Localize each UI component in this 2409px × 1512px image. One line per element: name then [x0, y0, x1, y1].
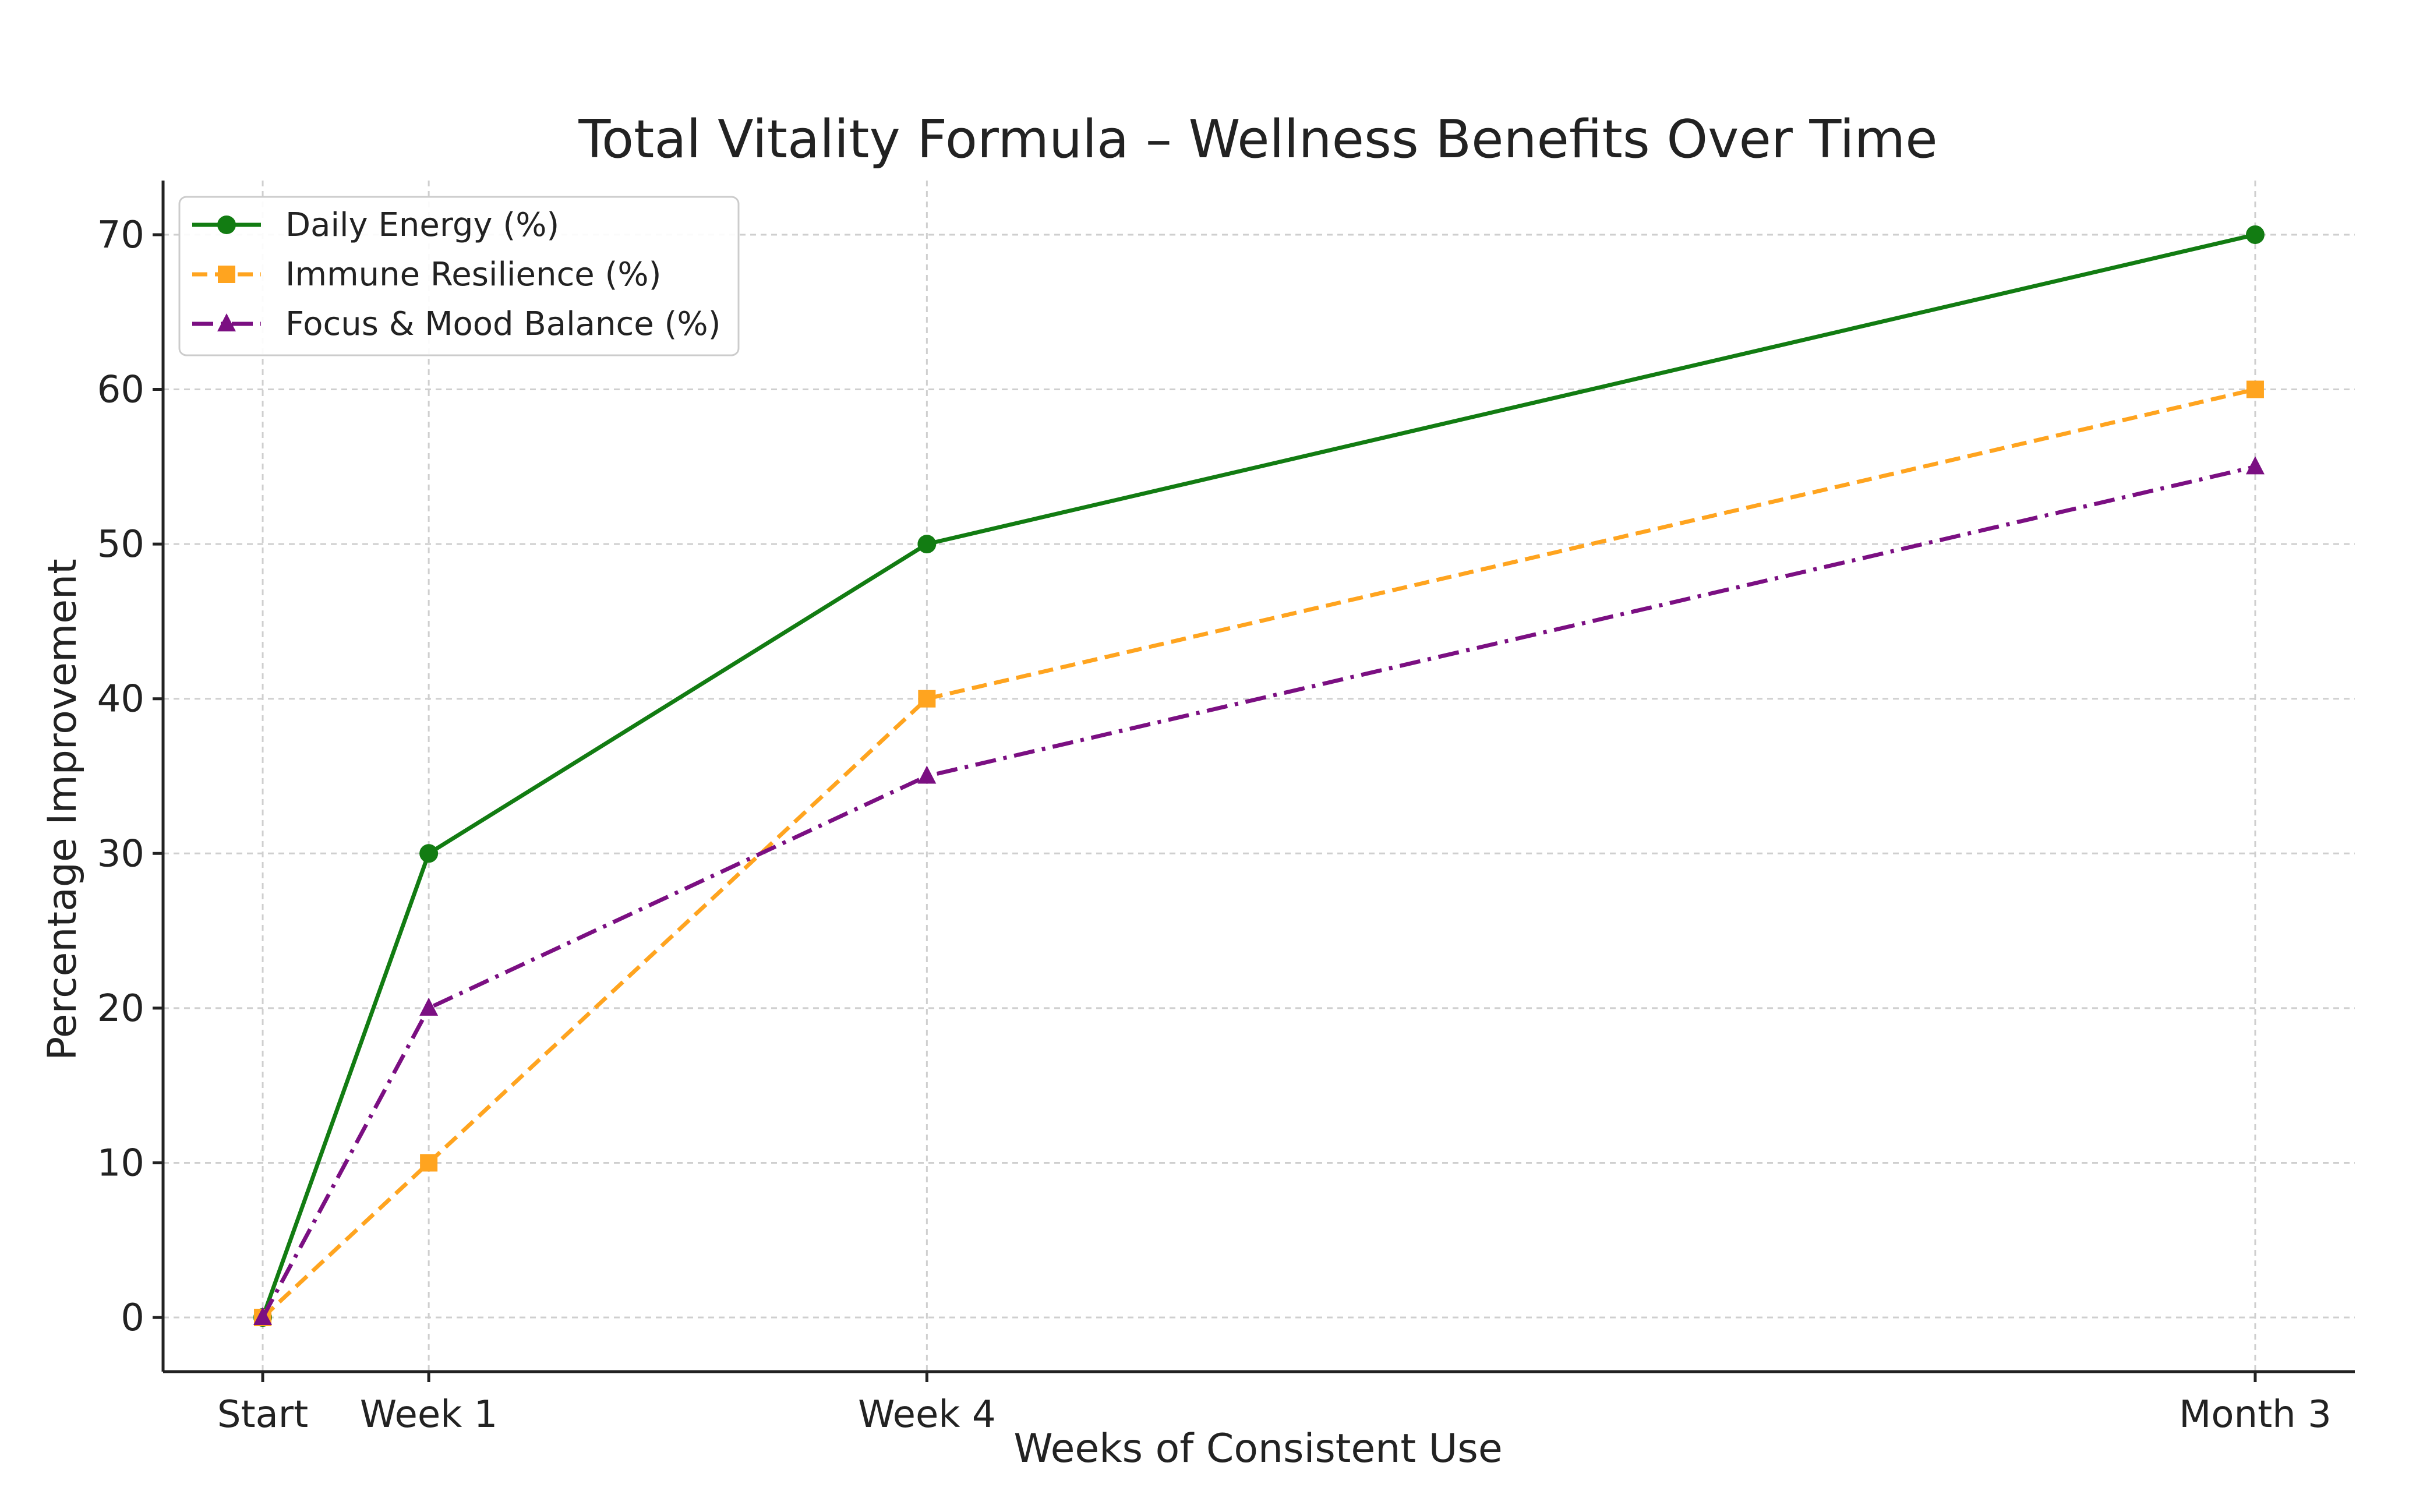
data-point [917, 765, 937, 784]
y-tick-label: 50 [97, 523, 144, 566]
y-tick-label: 20 [97, 987, 144, 1030]
chart-title: Total Vitality Formula – Wellness Benefi… [578, 109, 1937, 170]
y-tick-label: 70 [97, 214, 144, 257]
data-point [253, 1307, 273, 1326]
data-point [2245, 225, 2265, 244]
y-tick-label: 30 [97, 832, 144, 875]
x-tick-label: Start [217, 1393, 308, 1436]
data-point [2246, 380, 2264, 398]
series-3 [253, 456, 2265, 1326]
y-tick-label: 10 [97, 1142, 144, 1185]
axes: Start Week 1 Week 4 Month 3 0 10 20 30 40 50 60 70 [97, 181, 2355, 1436]
x-tick-label: Week 4 [858, 1393, 995, 1436]
series-layer [253, 225, 2265, 1327]
legend-label: Focus & Mood Balance (%) [285, 305, 720, 343]
series-line [260, 464, 2256, 1319]
legend-label: Immune Resilience (%) [285, 256, 661, 294]
y-tick-label: 0 [121, 1296, 144, 1340]
y-tick-label: 60 [97, 369, 144, 412]
legend-label: Daily Energy (%) [285, 206, 559, 244]
legend-item: Focus & Mood Balance (%) [192, 305, 720, 343]
data-point [419, 844, 439, 863]
legend-box [178, 196, 740, 356]
data-point [420, 1154, 438, 1172]
data-point [2245, 456, 2265, 475]
y-tick-label: 40 [97, 678, 144, 721]
data-point [917, 535, 937, 554]
x-tick-label: Month 3 [2179, 1393, 2332, 1436]
x-axis-title: Weeks of Consistent Use [1013, 1426, 1502, 1472]
legend-item: Daily Energy (%) [192, 206, 559, 244]
series-line [260, 232, 2256, 1319]
legend-marker [218, 266, 235, 283]
data-point [419, 997, 439, 1016]
grid [163, 181, 2355, 1372]
legend: Daily Energy (%) Immune Resilience (%) Foc… [178, 196, 740, 356]
legend-marker [217, 216, 236, 234]
data-point [918, 690, 936, 708]
y-axis-title: Percentage Improvement [40, 559, 86, 1061]
legend-item: Immune Resilience (%) [192, 256, 661, 294]
series-1 [253, 225, 2265, 1327]
x-tick-label: Week 1 [360, 1393, 497, 1436]
legend-marker [217, 313, 236, 331]
